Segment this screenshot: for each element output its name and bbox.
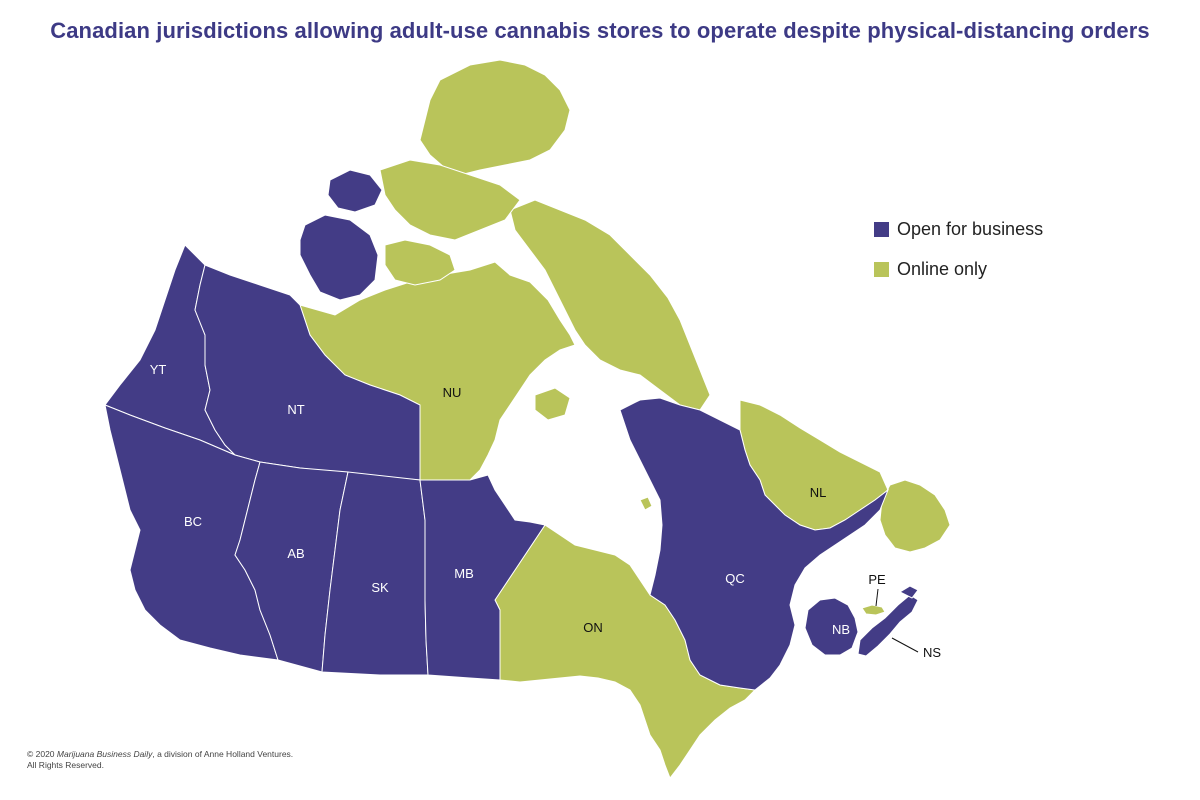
region-nl-island[interactable] <box>879 479 951 553</box>
publication-name: Marijuana Business Daily <box>56 749 153 759</box>
copyright-footer: © 2020 Marijuana Business Daily, a divis… <box>27 749 293 771</box>
label-sk: SK <box>371 580 389 595</box>
region-mb[interactable] <box>419 474 546 681</box>
label-ab: AB <box>287 546 304 561</box>
label-nl: NL <box>810 485 827 500</box>
copyright-line-1: © 2020 Marijuana Business Daily, a divis… <box>27 749 294 759</box>
label-ns: NS <box>923 645 941 660</box>
region-nu-belcher[interactable] <box>639 496 653 511</box>
region-ns-cape[interactable] <box>898 585 919 599</box>
label-on: ON <box>583 620 603 635</box>
region-nt-melville[interactable] <box>327 169 383 213</box>
region-ns[interactable] <box>857 594 919 657</box>
label-bc: BC <box>184 514 202 529</box>
region-nt-banks[interactable] <box>299 214 379 301</box>
legend-swatch-online <box>874 261 889 277</box>
online-regions <box>299 59 951 780</box>
region-nb[interactable] <box>804 597 859 656</box>
label-mb: MB <box>454 566 474 581</box>
legend-label-open: Open for business <box>897 218 1044 239</box>
legend-item-online: Online only <box>874 258 1043 280</box>
leader-line-pe <box>875 588 879 607</box>
region-pe[interactable] <box>861 604 886 616</box>
copyright-line-2: All Rights Reserved. <box>27 760 105 770</box>
region-nu-islands[interactable] <box>379 159 521 241</box>
label-yt: YT <box>150 362 167 377</box>
leader-line-ns <box>891 637 919 653</box>
region-nu-victoria[interactable] <box>384 239 456 286</box>
region-qc[interactable] <box>619 397 890 691</box>
label-qc: QC <box>725 571 745 586</box>
legend-label-online: Online only <box>897 258 988 279</box>
legend-swatch-open <box>874 221 889 237</box>
label-nu: NU <box>443 385 462 400</box>
map-title: Canadian jurisdictions allowing adult-us… <box>50 18 1150 43</box>
legend: Open for business Online only <box>874 218 1043 298</box>
open-regions <box>104 169 919 691</box>
region-nu-ellesmere[interactable] <box>419 59 571 176</box>
region-nu-southampton[interactable] <box>534 387 571 421</box>
label-pe: PE <box>868 572 886 587</box>
legend-item-open: Open for business <box>874 218 1043 240</box>
label-nb: NB <box>832 622 850 637</box>
label-nt: NT <box>287 402 304 417</box>
region-labels: YT NT NU BC AB SK MB ON QC NL NB NS PE <box>150 362 942 660</box>
